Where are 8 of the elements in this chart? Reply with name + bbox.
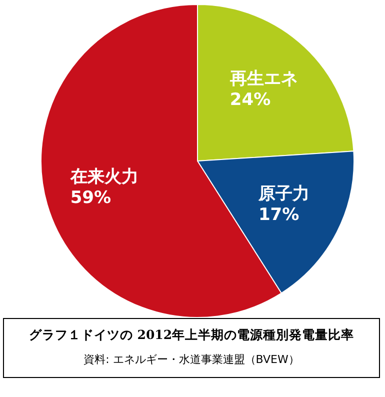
- data-label: 24%: [230, 90, 271, 110]
- data-label: 17%: [258, 204, 300, 225]
- data-label: 59%: [70, 188, 112, 208]
- text: 資料: エネルギー・水道事業連盟（BVEW）: [82, 352, 300, 367]
- slice-label: 再生エネ: [228, 69, 298, 90]
- text: グラフ１ドイツの 2012年上半期の電源種別発電量比率: [28, 327, 356, 344]
- slice-label: 原子力: [257, 184, 310, 204]
- slice-label: 在来火力: [69, 166, 138, 187]
